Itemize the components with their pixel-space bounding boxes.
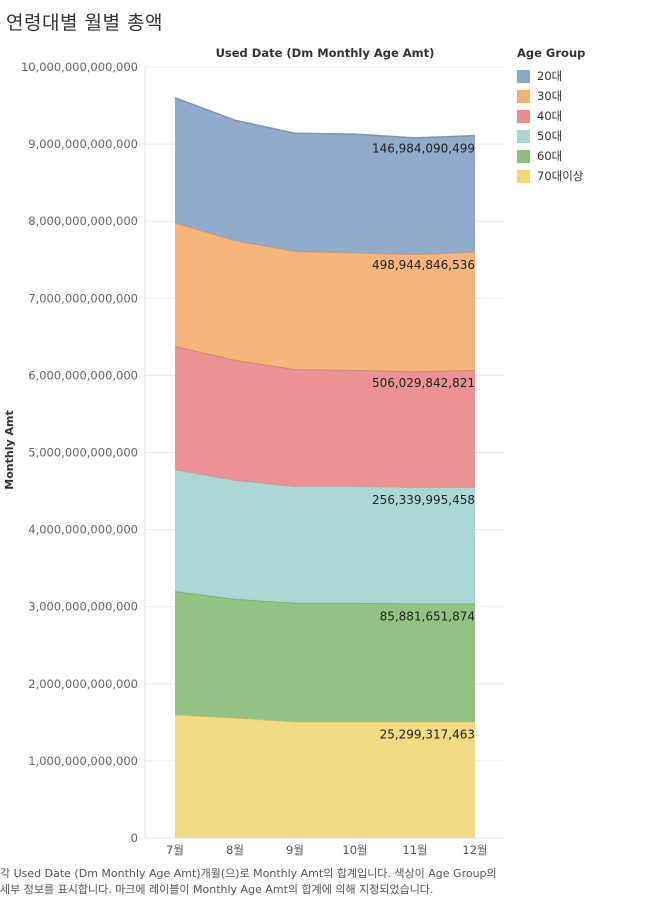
legend-swatch — [517, 109, 530, 123]
area-series-70대이상 — [175, 714, 475, 838]
legend-item[interactable]: 60대 — [517, 146, 585, 166]
area-edge-20대 — [174, 97, 476, 139]
x-tick-label: 10월 — [342, 843, 367, 857]
legend-item[interactable]: 20대 — [517, 66, 585, 86]
legend-label: 20대 — [537, 69, 563, 83]
data-label-20대: 146,984,090,499 — [372, 142, 475, 156]
legend-item[interactable]: 40대 — [517, 106, 585, 126]
y-tick-label: 1,000,000,000,000 — [28, 754, 138, 768]
page-title: 연령대별 월별 총액 — [6, 12, 163, 34]
y-tick-label: 3,000,000,000,000 — [28, 600, 138, 614]
legend-item[interactable]: 70대이상 — [517, 166, 585, 186]
legend-swatch — [517, 69, 530, 83]
legend-title: Age Group — [517, 46, 586, 60]
data-label-50대: 256,339,995,458 — [372, 493, 475, 507]
y-tick-label: 5,000,000,000,000 — [28, 446, 138, 460]
data-label-40대: 506,029,842,821 — [372, 376, 475, 390]
legend-label: 30대 — [537, 89, 563, 103]
area-series-40대 — [175, 346, 475, 488]
y-tick-label: 8,000,000,000,000 — [28, 214, 138, 228]
y-tick-label: 9,000,000,000,000 — [28, 137, 138, 151]
legend-label: 70대이상 — [537, 169, 584, 183]
legend-swatch — [517, 149, 530, 163]
legend: Age Group 20대 30대 40대 50대 60대 70대이상 — [517, 46, 585, 186]
chart-footnote: 각 Used Date (Dm Monthly Age Amt)개월(으)로 M… — [0, 867, 497, 896]
area-series-60대 — [175, 591, 475, 722]
area-series-50대 — [175, 469, 475, 604]
legend-label: 40대 — [537, 109, 563, 123]
area-series-20대 — [175, 97, 475, 255]
legend-swatch — [517, 169, 530, 183]
data-label-70대이상: 25,299,317,463 — [380, 728, 475, 742]
area-chart: Used Date (Dm Monthly Age Amt) 0 1,000,000… — [3, 46, 505, 857]
legend-item[interactable]: 50대 — [517, 126, 585, 146]
y-tick-label: 6,000,000,000,000 — [28, 368, 138, 382]
data-label-30대: 498,944,846,536 — [372, 258, 475, 272]
chart-title: Used Date (Dm Monthly Age Amt) — [216, 46, 435, 60]
legend-item[interactable]: 30대 — [517, 86, 585, 106]
y-tick-label: 7,000,000,000,000 — [28, 291, 138, 305]
legend-label: 60대 — [537, 149, 563, 163]
y-tick-label: 10,000,000,000,000 — [21, 60, 138, 74]
y-tick-label: 0 — [131, 831, 138, 845]
x-tick-label: 8월 — [226, 843, 244, 857]
y-axis-title: Monthly Amt — [3, 410, 16, 489]
legend-swatch — [517, 89, 530, 103]
x-tick-label: 11월 — [402, 843, 427, 857]
legend-swatch — [517, 129, 530, 143]
area-series-30대 — [175, 222, 475, 372]
x-tick-label: 12월 — [462, 843, 487, 857]
y-tick-label: 4,000,000,000,000 — [28, 523, 138, 537]
data-label-60대: 85,881,651,874 — [380, 610, 475, 624]
x-tick-label: 9월 — [286, 843, 304, 857]
x-tick-label: 7월 — [166, 843, 184, 857]
y-tick-label: 2,000,000,000,000 — [28, 677, 138, 691]
legend-label: 50대 — [537, 129, 563, 143]
